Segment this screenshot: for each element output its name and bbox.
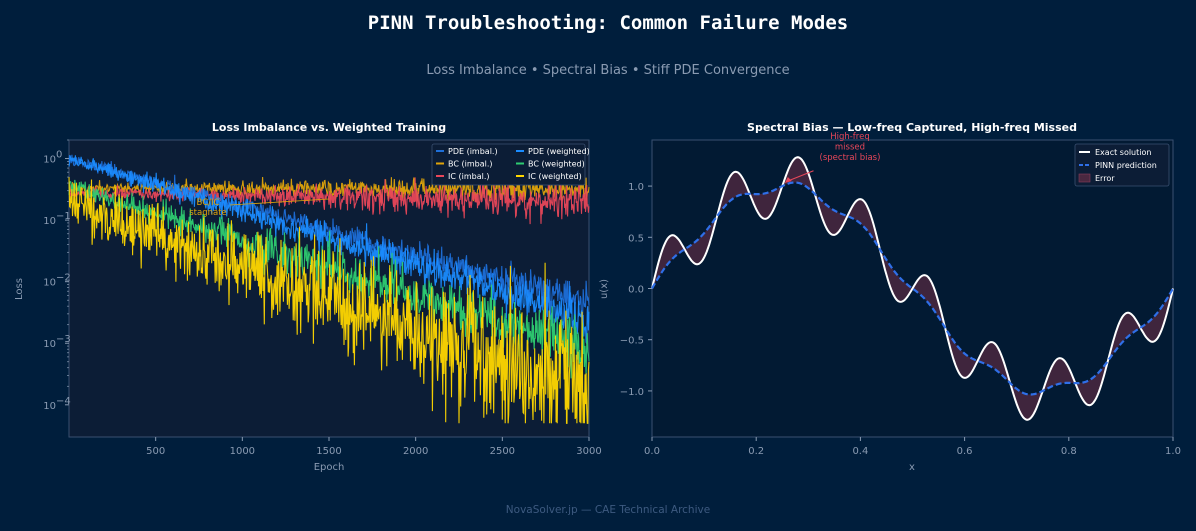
loss-chart-title: Loss Imbalance vs. Weighted Training	[212, 121, 446, 134]
pinn-prediction-line	[651, 181, 1174, 396]
spectral-legend: Exact solution PINN prediction Error	[1074, 143, 1170, 187]
loss-annotation-arrow	[229, 198, 330, 206]
loss-x-tick-label: 500	[146, 446, 165, 457]
spectral-series-group	[651, 156, 1174, 421]
spectral-annotation-text: missed	[835, 143, 865, 153]
loss-y-tick-label: 10	[43, 401, 56, 412]
spectral-annotation-arrow	[787, 170, 814, 182]
loss-x-tick-label: 1000	[230, 446, 255, 457]
spectral-legend-label: PINN prediction	[1095, 161, 1157, 170]
loss-x-tick-label: 1500	[316, 446, 341, 457]
loss-legend-label: IC (imbal.)	[448, 172, 490, 181]
loss-y-tick-exponent: 0	[56, 150, 62, 161]
loss-y-tick-label: 10	[43, 339, 56, 350]
loss-legend-label: BC (weighted)	[528, 160, 585, 169]
spectral-x-tick-label: 0.0	[644, 446, 660, 457]
loss-x-tick-label: 2000	[403, 446, 428, 457]
spectral-y-label: u(x)	[599, 279, 610, 299]
figure-title: PINN Troubleshooting: Common Failure Mod…	[367, 12, 849, 34]
spectral-y-tick-label: 1.0	[628, 182, 644, 193]
loss-y-tick-label: 10	[43, 216, 56, 227]
footer-credit: NovaSolver.jp — CAE Technical Archive	[505, 504, 711, 516]
spectral-x-tick-label: 0.2	[748, 446, 764, 457]
spectral-y-tick-label: 0.0	[628, 285, 644, 296]
loss-series-line-4	[68, 179, 590, 379]
loss-x-label: Epoch	[314, 462, 345, 473]
spectral-x-tick-label: 0.6	[957, 446, 973, 457]
loss-annotation-text-1: BC/IC	[197, 198, 220, 208]
spectral-y-tick-label: 0.5	[628, 233, 644, 244]
spectral-x-tick-label: 0.4	[852, 446, 868, 457]
loss-y-tick-exponent: −4	[56, 396, 71, 407]
spectral-chart: Spectral Bias — Low-freq Captured, High-…	[599, 121, 1181, 473]
spectral-annotation-arrowhead	[784, 177, 792, 184]
spectral-legend-label: Error	[1095, 174, 1115, 183]
spectral-legend-swatch	[1078, 173, 1091, 183]
loss-annotation-text-2: stagnate	[189, 208, 227, 218]
loss-x-tick-label: 2500	[490, 446, 515, 457]
loss-series-line-2	[68, 171, 590, 225]
loss-y-tick-label: 10	[43, 278, 56, 289]
spectral-annotation-text: (spectral bias)	[820, 153, 881, 163]
spectral-annotation-text: High-freq	[830, 132, 870, 142]
loss-legend-label: PDE (weighted)	[528, 147, 590, 156]
spectral-x-label: x	[909, 462, 915, 473]
spectral-chart-title: Spectral Bias — Low-freq Captured, High-…	[747, 121, 1077, 134]
exact-solution-line	[651, 156, 1174, 421]
spectral-y-tick-label: −1.0	[620, 387, 644, 398]
loss-legend-box	[431, 143, 586, 186]
loss-legend: PDE (imbal.) BC (imbal.) IC (imbal.) PDE (w…	[431, 143, 590, 186]
loss-legend-label: IC (weighted)	[528, 172, 582, 181]
loss-y-label: Loss	[14, 278, 25, 300]
figure-subtitle: Loss Imbalance • Spectral Bias • Stiff P…	[426, 63, 790, 78]
loss-legend-label: PDE (imbal.)	[448, 147, 498, 156]
spectral-x-ticks: 0.0 0.2 0.4 0.6 0.8 1.0	[644, 437, 1181, 457]
spectral-y-tick-label: −0.5	[620, 336, 644, 347]
loss-y-tick-exponent: −3	[56, 334, 71, 345]
loss-x-tick-label: 3000	[576, 446, 601, 457]
loss-y-tick-exponent: −2	[56, 273, 71, 284]
loss-series-line-5	[68, 176, 590, 424]
loss-y-tick-label: 10	[43, 155, 56, 166]
spectral-x-tick-label: 0.8	[1061, 446, 1077, 457]
spectral-legend-label: Exact solution	[1095, 148, 1151, 157]
loss-legend-label: BC (imbal.)	[448, 160, 492, 169]
spectral-legend-box	[1074, 143, 1170, 187]
loss-y-tick-exponent: −1	[56, 211, 71, 222]
spectral-x-tick-label: 1.0	[1165, 446, 1181, 457]
loss-chart: Loss Imbalance vs. Weighted Training BC/…	[14, 121, 602, 473]
loss-x-ticks: 500 1000 1500 2000 2500 3000	[146, 437, 602, 457]
spectral-y-ticks: −1.0 −0.5 0.0 0.5 1.0	[620, 182, 652, 398]
